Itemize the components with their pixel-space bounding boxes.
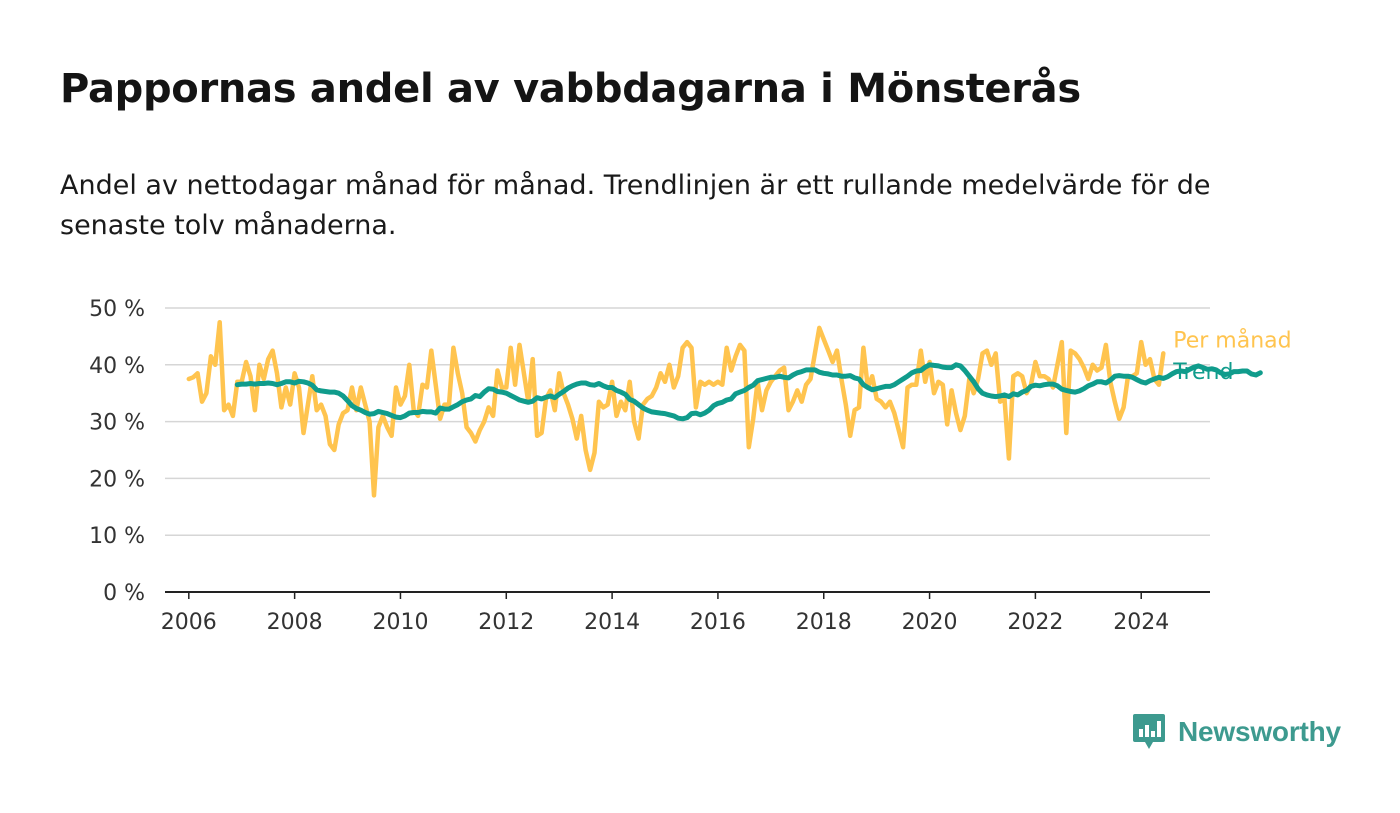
x-tick-label: 2024	[1113, 610, 1169, 635]
series-label: Trend	[1172, 360, 1233, 385]
newsworthy-logo[interactable]: Newsworthy	[1132, 712, 1341, 752]
series-line-trend	[234, 362, 1263, 422]
y-tick-label: 20 %	[89, 467, 145, 492]
newsworthy-logo-icon	[1133, 714, 1165, 749]
y-tick-label: 40 %	[89, 354, 145, 379]
series-line-per-m-nad	[186, 319, 1166, 498]
y-tick-label: 30 %	[89, 411, 145, 436]
x-tick-label: 2010	[372, 610, 428, 635]
y-tick-label: 10 %	[89, 524, 145, 549]
y-tick-label: 0 %	[103, 581, 145, 606]
x-tick-label: 2016	[690, 610, 746, 635]
series-labels: Per månad Trend	[1172, 327, 1291, 384]
y-tick-label: 50 %	[89, 297, 145, 322]
x-tick-label: 2014	[584, 610, 640, 635]
chart-subtitle: Andel av nettodagar månad för månad. Tre…	[60, 170, 1211, 241]
gridlines	[165, 307, 1210, 593]
x-tick-label: 2020	[902, 610, 958, 635]
x-axis-ticks: 2006 2008 2010 2012 2014 2016 2018 2020 2022 2024	[161, 592, 1169, 635]
x-tick-label: 2022	[1007, 610, 1063, 635]
series-label: Per månad	[1173, 327, 1291, 353]
x-tick-label: 2012	[478, 610, 534, 635]
series-lines	[186, 319, 1263, 498]
chart-title: Pappornas andel av vabbdagarna i Mönster…	[60, 66, 1081, 112]
x-tick-label: 2008	[267, 610, 323, 635]
brand-name: Newsworthy	[1178, 716, 1341, 747]
y-axis-ticks: 0 % 10 % 20 % 30 % 40 % 50 %	[89, 297, 145, 606]
x-tick-label: 2006	[161, 610, 217, 635]
x-tick-label: 2018	[796, 610, 852, 635]
